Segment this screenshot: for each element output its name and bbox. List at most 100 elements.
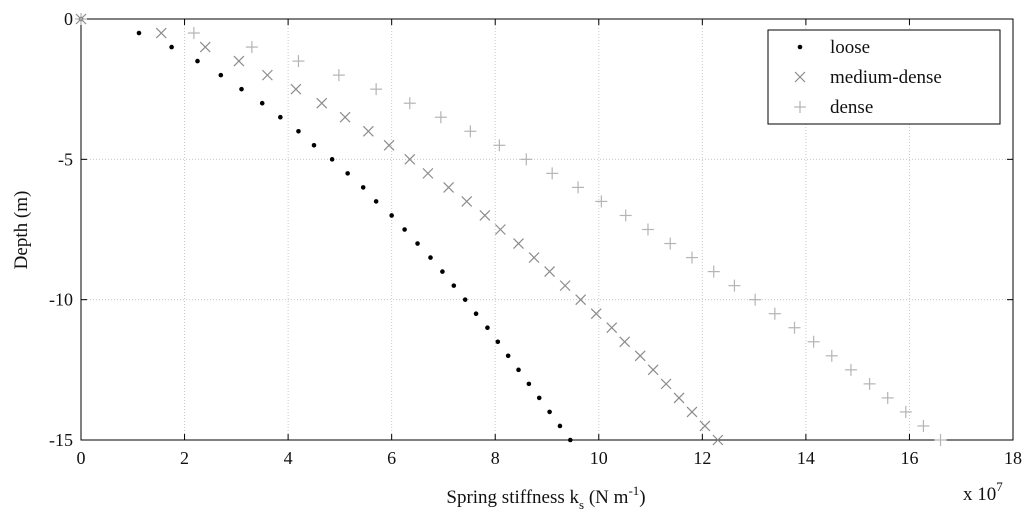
data-point-medium-dense: [575, 294, 587, 306]
y-axis-label: Depth (m): [11, 191, 32, 270]
data-point-dense: [728, 279, 741, 292]
data-point-medium-dense: [383, 139, 395, 151]
x-multiplier-exponent: 7: [996, 479, 1003, 494]
data-point-medium-dense: [647, 364, 659, 376]
x-tick-label: 10: [590, 448, 608, 468]
x-axis-multiplier: x 107: [963, 479, 1003, 505]
x-tick-label: 4: [284, 448, 293, 468]
x-axis-label: Spring stiffness ks (N m-1): [446, 483, 645, 512]
x-tick-label: 8: [491, 448, 500, 468]
data-point-dense: [434, 111, 447, 124]
data-point-dense: [187, 27, 200, 40]
axis-ticks: 0 2 4 6 8 10 12 14 16 18 0 -5 -10 -15: [49, 9, 1022, 468]
data-point-loose: [402, 227, 407, 232]
data-point-loose: [440, 269, 445, 274]
data-point-dense: [844, 363, 857, 376]
plot-frame: [80, 18, 1014, 441]
data-point-dense: [572, 181, 585, 194]
y-tick-label: 0: [64, 9, 73, 29]
data-point-medium-dense: [544, 266, 556, 278]
data-point-medium-dense: [362, 125, 374, 137]
legend-marker-loose: [797, 44, 803, 50]
data-point-medium-dense: [686, 406, 698, 418]
y-tick-label: -10: [49, 290, 73, 310]
data-point-medium-dense: [290, 83, 302, 95]
y-tick-label: -15: [49, 430, 73, 450]
data-point-medium-dense: [422, 167, 434, 179]
data-point-medium-dense: [673, 392, 685, 404]
data-point-loose: [389, 213, 394, 218]
data-point-dense: [881, 391, 894, 404]
data-point-medium-dense: [316, 97, 328, 109]
data-point-medium-dense: [443, 181, 455, 193]
x-axis-label-main: Spring stiffness k: [446, 487, 579, 508]
data-point-loose: [311, 143, 317, 148]
data-point-medium-dense: [155, 27, 167, 39]
data-point-dense: [768, 307, 781, 320]
legend-marker-medium-dense: [794, 71, 806, 83]
data-point-medium-dense: [619, 336, 631, 348]
data-point-loose: [360, 185, 366, 190]
legend-box: [767, 29, 1001, 125]
data-point-loose: [473, 311, 479, 317]
data-point-dense: [619, 209, 632, 222]
x-tick-label: 2: [180, 448, 189, 468]
data-point-loose: [451, 283, 457, 288]
data-point-loose: [373, 199, 379, 204]
data-point-loose: [462, 297, 468, 302]
data-point-loose: [485, 325, 490, 331]
data-point-medium-dense: [461, 196, 473, 207]
data-point-loose: [495, 339, 501, 345]
series-loose: [78, 16, 573, 443]
data-point-dense: [664, 237, 677, 250]
data-point-loose: [296, 128, 301, 134]
data-point-loose: [415, 241, 420, 246]
data-point-dense: [75, 13, 87, 25]
data-point-loose: [428, 255, 433, 260]
series-dense: [75, 13, 947, 446]
data-point-loose: [218, 72, 224, 78]
data-point-medium-dense: [559, 280, 571, 292]
x-multiplier-base: x 10: [963, 484, 996, 505]
data-point-dense: [863, 377, 876, 390]
data-point-medium-dense: [339, 111, 351, 123]
data-point-loose: [239, 86, 244, 92]
data-point-medium-dense: [513, 238, 524, 249]
data-point-medium-dense: [404, 153, 416, 165]
x-axis-label-superscript: -1: [628, 483, 639, 498]
data-point-dense: [825, 349, 838, 362]
legend-label-loose: loose: [830, 37, 870, 58]
data-point-loose: [329, 157, 335, 162]
data-point-loose: [345, 171, 350, 176]
legend-label-dense: dense: [830, 97, 873, 118]
data-point-medium-dense: [699, 420, 711, 432]
data-point-loose: [536, 395, 542, 401]
data-point-dense: [899, 405, 912, 418]
data-point-dense: [807, 335, 820, 348]
legend-markers: [794, 44, 806, 113]
data-point-medium-dense: [199, 41, 211, 53]
data-point-loose: [259, 100, 265, 106]
data-point-dense: [749, 293, 762, 306]
data-point-dense: [332, 69, 345, 82]
data-point-dense: [520, 153, 533, 166]
x-tick-label: 16: [900, 448, 918, 468]
data-point-medium-dense: [233, 55, 245, 67]
data-point-loose: [169, 44, 174, 50]
x-axis-label-close: ): [639, 487, 645, 508]
data-point-dense: [370, 83, 383, 96]
series-medium-dense: [75, 13, 724, 446]
data-point-loose: [278, 114, 283, 120]
data-point-dense: [685, 251, 698, 264]
data-point-loose: [526, 381, 532, 387]
data-point-dense: [707, 265, 720, 278]
x-tick-label: 14: [797, 448, 815, 468]
data-point-loose: [568, 437, 573, 443]
data-point-medium-dense: [494, 224, 506, 235]
data-point-dense: [493, 139, 506, 152]
data-point-medium-dense: [634, 350, 646, 362]
data-point-medium-dense: [660, 378, 672, 390]
data-point-dense: [788, 321, 801, 334]
